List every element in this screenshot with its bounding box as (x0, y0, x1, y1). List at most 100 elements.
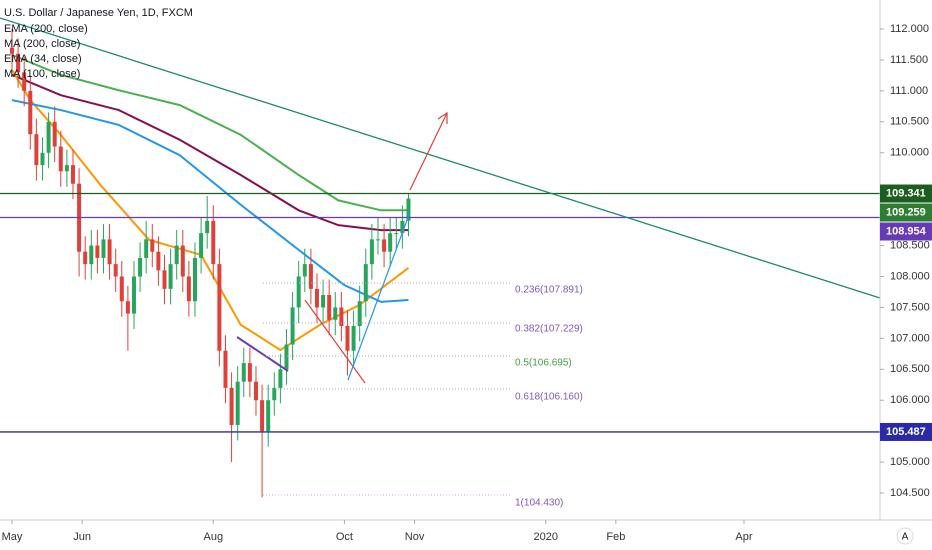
auto-scale-button[interactable] (896, 527, 914, 545)
candle-body (40, 152, 45, 166)
candle-body (357, 301, 362, 326)
candle-body (260, 400, 265, 432)
candle-body (9, 47, 14, 54)
candle-body (34, 134, 39, 166)
price-label-box (880, 203, 932, 222)
y-tick-label: 107.000 (890, 332, 930, 344)
trend-line (236, 336, 289, 372)
candle-body (296, 276, 301, 308)
y-tick-label: 105.000 (890, 456, 930, 468)
fib-label: 0.236(107.891) (515, 285, 583, 296)
candle-body (119, 276, 124, 302)
x-tick-label: Jun (73, 531, 91, 543)
y-tick-label: 110.500 (890, 116, 929, 128)
candle-body (223, 350, 228, 388)
candle-body (156, 251, 161, 271)
x-tick-label: 2020 (533, 531, 557, 543)
fib-label: 1(104.430) (515, 498, 563, 509)
candle-body (107, 239, 112, 265)
x-tick-label: Feb (606, 531, 625, 543)
arrow (409, 112, 448, 191)
candle-body (235, 381, 240, 425)
fib-levels (263, 282, 512, 496)
y-tick-label: 110.000 (890, 147, 929, 159)
axes: 104.500105.000105.500106.000106.500107.0… (2, 23, 932, 543)
candle-body (253, 381, 258, 401)
trend-line (347, 211, 411, 381)
candle-body (168, 264, 173, 289)
plot-area (0, 29, 880, 498)
candle-body (278, 369, 283, 388)
price-label-box (880, 422, 932, 441)
trend-line (0, 17, 881, 299)
x-tick-label: Aug (203, 531, 223, 543)
price-label: 105.487 (886, 426, 926, 438)
candle-body (284, 344, 289, 370)
candle-body (369, 239, 374, 265)
y-tick-label: 106.500 (890, 363, 930, 375)
chart-title: U.S. Dollar / Japanese Yen, 1D, FXCM (4, 7, 193, 19)
y-tick-label: 112.000 (890, 23, 929, 35)
x-tick-label: May (2, 531, 23, 543)
candle-body (205, 220, 210, 234)
drawings: 0.236(107.891) 0.382(107.229) 0.5(106.69… (0, 17, 881, 509)
y-tick-label: 107.500 (890, 301, 930, 313)
candle-body (64, 165, 69, 172)
fib-label: 0.382(107.229) (515, 324, 583, 335)
candle-body (217, 264, 222, 351)
candle-body (314, 288, 319, 308)
y-tick-label: 106.000 (890, 394, 930, 406)
candle-body (46, 121, 51, 153)
candle-body (247, 363, 252, 382)
candle-body (199, 233, 204, 258)
trend-line (304, 299, 366, 384)
indicator-line (11, 73, 409, 232)
candle-body (144, 239, 149, 258)
candle-body (375, 239, 380, 241)
price-label: 108.954 (886, 225, 927, 237)
candle-body (308, 264, 313, 289)
arrow-head (437, 111, 448, 124)
fib-label: 0.618(106.160) (515, 392, 583, 403)
candle-body (241, 363, 246, 382)
y-tick-label: 104.500 (890, 487, 930, 499)
price-label-box (880, 222, 932, 241)
y-tick-label: 108.500 (890, 239, 930, 251)
candle-body (28, 90, 33, 135)
candle-body (394, 233, 399, 235)
candle-body (266, 400, 271, 432)
auto-scale-label[interactable]: A (902, 532, 909, 543)
y-tick-label: 108.000 (890, 270, 930, 282)
candle-body (388, 233, 393, 252)
indicator-line (11, 99, 409, 303)
indicator-line (11, 54, 409, 212)
legend-entry: EMA (200, close) (4, 23, 88, 35)
candle-body (180, 245, 185, 277)
candle-body (95, 245, 100, 258)
candle-body (302, 264, 307, 277)
candle-body (58, 146, 63, 172)
candle-body (339, 307, 344, 326)
candle-body (290, 307, 295, 345)
y-tick-label: 111.000 (890, 85, 928, 97)
candle-body (89, 245, 94, 265)
candle-body (192, 257, 197, 302)
candle-body (83, 251, 88, 265)
candle-body (70, 165, 75, 184)
candle-body (174, 245, 179, 265)
candle-body (211, 220, 216, 265)
candle-body (382, 239, 387, 252)
price-label: 109.341 (886, 187, 926, 199)
legend-entry: MA (200, close) (4, 38, 80, 50)
legend-entry: EMA (34, close) (4, 53, 82, 65)
price-label: 109.259 (886, 206, 926, 218)
legend-entry: MA (100, close) (4, 68, 80, 80)
candle-body (186, 276, 191, 302)
candle-body (138, 257, 143, 277)
candle-body (321, 295, 326, 308)
fib-label: 0.5(106.695) (515, 358, 572, 369)
y-tick-label: 111.500 (890, 54, 928, 66)
candle-body (52, 121, 57, 147)
candle-body (229, 387, 234, 425)
